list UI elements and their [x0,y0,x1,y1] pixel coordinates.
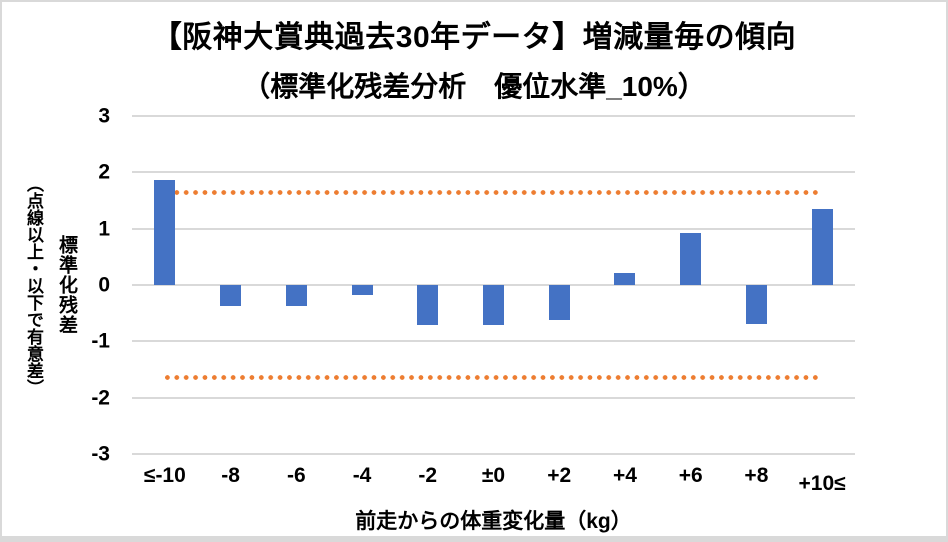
bar [351,285,373,296]
chart-subtitle: （標準化残差分析 優位水準_10%） [242,71,706,102]
x-axis-title: 前走からの体重変化量（kg） [355,510,632,533]
y-axis-title-group: 標準化残差 （点線以上・以下で有意差） [16,116,80,454]
significance-line [164,375,823,381]
x-tick-label: -8 [221,464,240,487]
gridline [132,227,855,230]
y-tick-label: 2 [98,160,110,184]
x-tick-label: -4 [352,464,372,487]
bar [220,285,242,306]
x-tick-label: +10≤ [798,472,846,495]
y-tick-label: -1 [91,329,110,353]
x-tick-label: ≤-10 [143,464,186,487]
bar [417,285,439,325]
y-tick-label: 0 [98,273,110,297]
x-tick-label: -2 [418,464,438,487]
gridline [132,115,855,117]
y-tick-label: 1 [98,217,110,241]
gridline [132,340,855,343]
y-axis-title: 標準化残差 [56,235,77,335]
significance-line [164,189,823,195]
chart-title: 【阪神大賞典過去30年データ】増減量毎の傾向 [151,21,797,54]
x-axis-tick-labels: ≤-10 -8 -6 -4 -2 ±0 +2 +4 +6 +8 +10≤ [132,462,855,498]
bottom-edge-strip [2,536,946,540]
x-tick-label: +4 [612,464,637,487]
y-axis-tick-labels: 3 2 1 0 -1 -2 -3 [60,106,110,465]
plot-area [132,115,855,455]
y-tick-label: -3 [91,442,110,466]
gridline [132,171,855,174]
gridline [132,453,855,455]
bar [811,208,833,285]
y-tick-label: 3 [98,104,110,128]
gridline [132,396,855,399]
bar [680,233,702,285]
x-tick-label: ±0 [481,464,506,487]
y-axis-note: （点線以上・以下で有意差） [24,174,43,396]
y-tick-label: -2 [91,386,110,410]
bar [548,285,570,321]
bar [285,285,307,306]
x-tick-label: +2 [547,464,572,487]
bar [745,285,767,325]
x-tick-label: -6 [286,464,306,487]
bar [483,285,504,325]
x-tick-label: +6 [678,464,703,487]
x-tick-label: +8 [744,464,769,487]
bar [154,179,176,285]
bar [614,273,636,285]
